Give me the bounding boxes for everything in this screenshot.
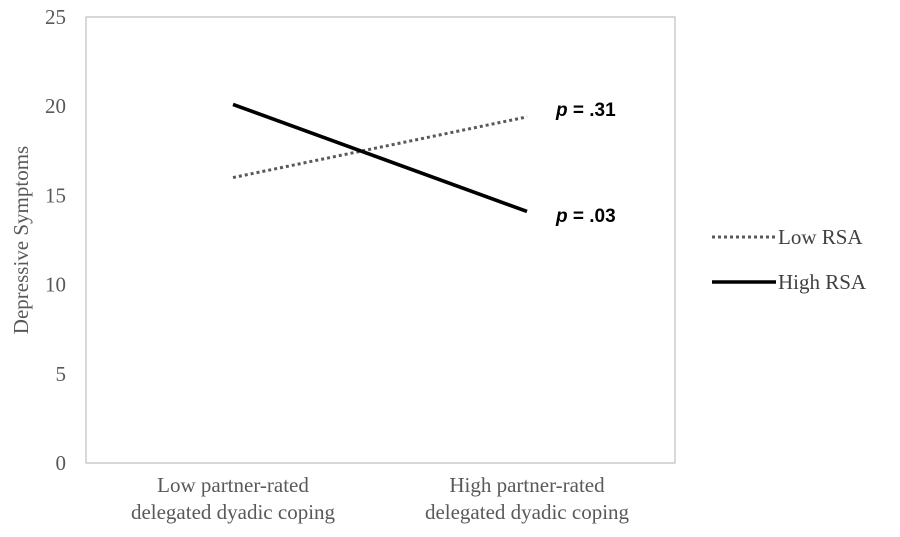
y-tick-label: 5 [56,362,67,386]
x-category-labels: Low partner-rated delegated dyadic coping… [131,473,630,524]
p-value-annotation: p = .31 [555,100,616,121]
series-lines [232,102,528,214]
x-category-label: High partner-rated [449,473,605,497]
x-category-label: Low partner-rated [157,473,309,497]
plot-area [85,16,676,464]
legend-label: High RSA [778,270,867,294]
series-line-high-rsa [232,102,528,214]
legend-label: Low RSA [778,225,863,249]
annotations: p = .31 p = .03 [555,100,616,227]
y-tick-label: 15 [45,183,66,207]
y-tick-label: 25 [45,5,66,29]
p-value-annotation: p = .03 [555,206,616,227]
series-line-low-rsa [232,115,528,180]
y-tick-label: 20 [45,94,66,118]
y-tick-label: 10 [45,273,66,297]
y-tick-label: 0 [56,451,67,475]
x-category-label: delegated dyadic coping [131,500,336,524]
x-category-label: delegated dyadic coping [425,500,630,524]
y-axis-title: Depressive Symptoms [9,146,33,334]
y-tick-labels: 0 5 10 15 20 25 [45,5,66,475]
legend: Low RSA High RSA [712,225,867,294]
